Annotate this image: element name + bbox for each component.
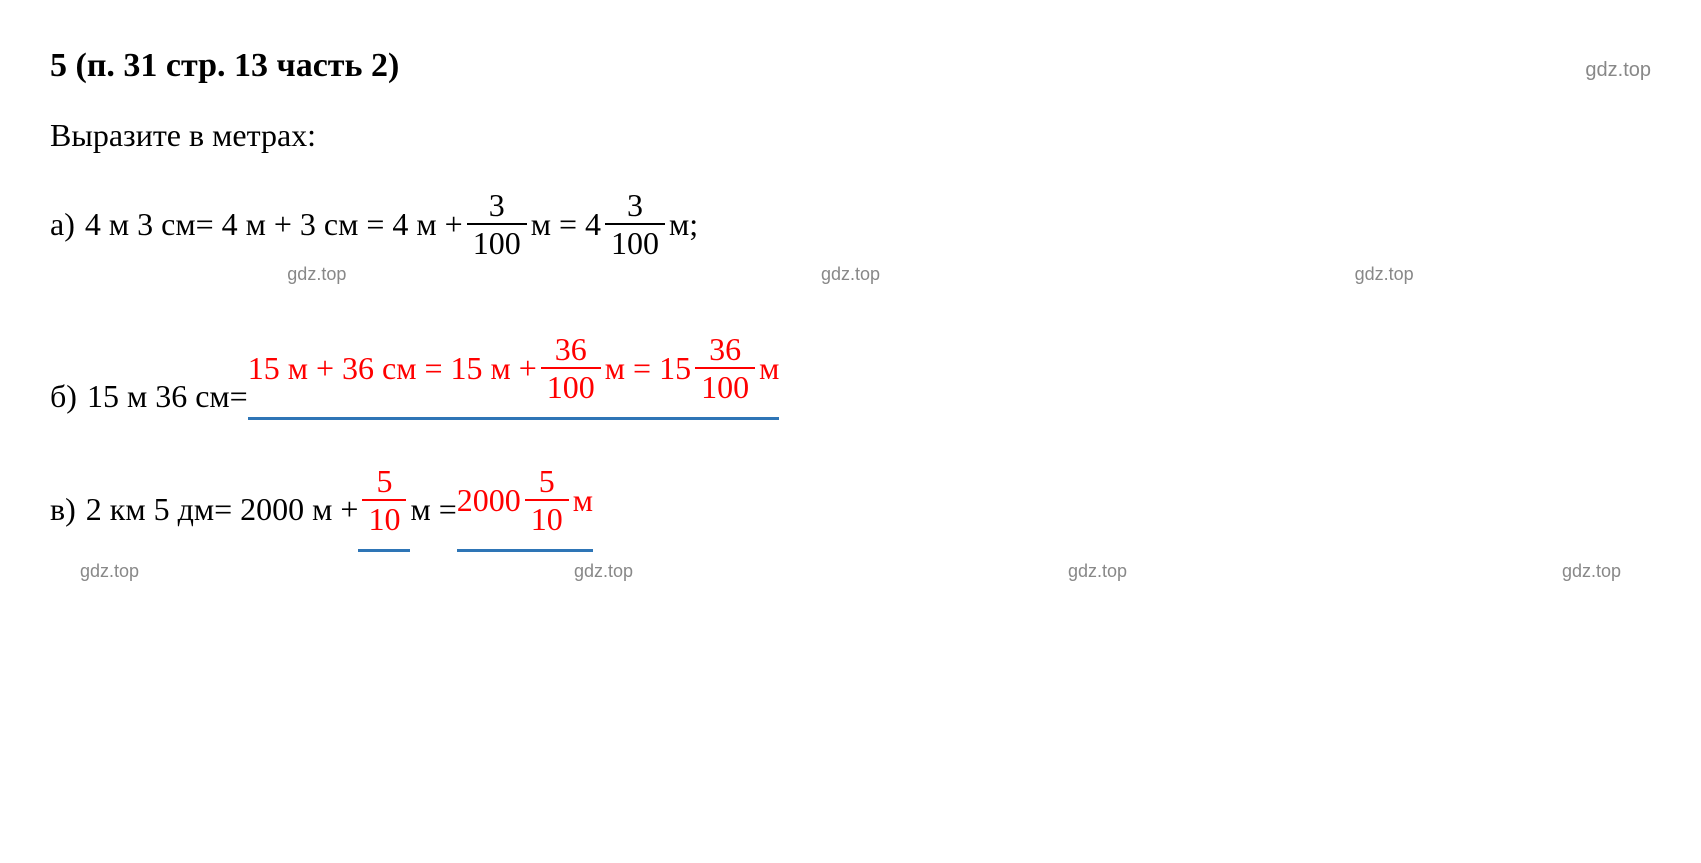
- watermark-small: gdz.top: [80, 558, 139, 585]
- problem-c-frac1-underline: 5 10: [358, 465, 410, 552]
- frac-denominator: 100: [541, 367, 601, 403]
- problem-b-red-mid: м = 15: [605, 344, 691, 392]
- problem-a-eq1: = 4 м + 3 см = 4 м +: [196, 200, 463, 248]
- problem-b-red1: 15 м + 36 см = 15 м +: [248, 344, 537, 392]
- watermark-small: gdz.top: [821, 261, 880, 288]
- problem-c-wrapper: в) 2 км 5 дм = 2000 м + 5 10 м = 2000 5 …: [50, 465, 1651, 585]
- frac-denominator: 100: [467, 223, 527, 259]
- page-title: 5 (п. 31 стр. 13 часть 2): [50, 40, 399, 91]
- problem-a-mid1: м = 4: [531, 200, 601, 248]
- frac-denominator: 100: [695, 367, 755, 403]
- problem-c-label: в): [50, 485, 76, 533]
- frac-numerator: 36: [549, 333, 593, 367]
- problem-b: б) 15 м 36 см = 15 м + 36 см = 15 м + 36…: [50, 333, 1651, 420]
- header-row: 5 (п. 31 стр. 13 часть 2) gdz.top: [50, 40, 1651, 91]
- watermark-top: gdz.top: [1585, 55, 1651, 85]
- watermark-small: gdz.top: [1068, 558, 1127, 585]
- problem-a-frac2: 3 100: [605, 189, 665, 259]
- problem-c: в) 2 км 5 дм = 2000 м + 5 10 м = 2000 5 …: [50, 465, 1651, 552]
- problem-a-lhs: 4 м 3 см: [85, 200, 196, 248]
- problem-c-red-tail: м: [573, 476, 593, 524]
- problem-a-tail: м;: [669, 200, 698, 248]
- problem-c-eq-black: = 2000 м +: [214, 485, 358, 533]
- problem-b-wrapper: б) 15 м 36 см = 15 м + 36 см = 15 м + 36…: [50, 333, 1651, 420]
- watermark-small: gdz.top: [1562, 558, 1621, 585]
- frac-denominator: 100: [605, 223, 665, 259]
- problem-c-frac2: 5 10: [525, 465, 569, 535]
- watermark-small: gdz.top: [574, 558, 633, 585]
- problem-b-red-tail: м: [759, 344, 779, 392]
- subtitle: Выразите в метрах:: [50, 111, 1651, 159]
- watermark-row-a: gdz.top gdz.top gdz.top: [50, 261, 1651, 288]
- frac-denominator: 10: [362, 499, 406, 535]
- problem-c-answer-underline: 2000 5 10 м: [457, 465, 593, 552]
- problem-b-frac2: 36 100: [695, 333, 755, 403]
- frac-numerator: 5: [533, 465, 561, 499]
- problem-c-red: 2000: [457, 476, 521, 524]
- frac-numerator: 5: [370, 465, 398, 499]
- problem-c-frac1: 5 10: [362, 465, 406, 535]
- problem-b-frac1: 36 100: [541, 333, 601, 403]
- watermark-row-c: gdz.top gdz.top gdz.top gdz.top: [50, 558, 1651, 585]
- problem-a-label: а): [50, 200, 75, 248]
- problem-c-lhs: 2 км 5 дм: [86, 485, 214, 533]
- watermark-small: gdz.top: [287, 261, 346, 288]
- frac-denominator: 10: [525, 499, 569, 535]
- problem-b-eq-black: =: [230, 372, 248, 420]
- problem-b-label: б): [50, 372, 77, 420]
- problem-b-lhs: 15 м 36 см: [87, 372, 230, 420]
- problem-c-mid-black: м =: [410, 485, 456, 533]
- problem-a-frac1: 3 100: [467, 189, 527, 259]
- frac-numerator: 36: [703, 333, 747, 367]
- problem-a: а) 4 м 3 см = 4 м + 3 см = 4 м + 3 100 м…: [50, 189, 1651, 259]
- watermark-small: gdz.top: [1355, 261, 1414, 288]
- frac-numerator: 3: [483, 189, 511, 223]
- problem-a-wrapper: а) 4 м 3 см = 4 м + 3 см = 4 м + 3 100 м…: [50, 189, 1651, 288]
- problem-b-answer-underline: 15 м + 36 см = 15 м + 36 100 м = 15 36 1…: [248, 333, 780, 420]
- frac-numerator: 3: [621, 189, 649, 223]
